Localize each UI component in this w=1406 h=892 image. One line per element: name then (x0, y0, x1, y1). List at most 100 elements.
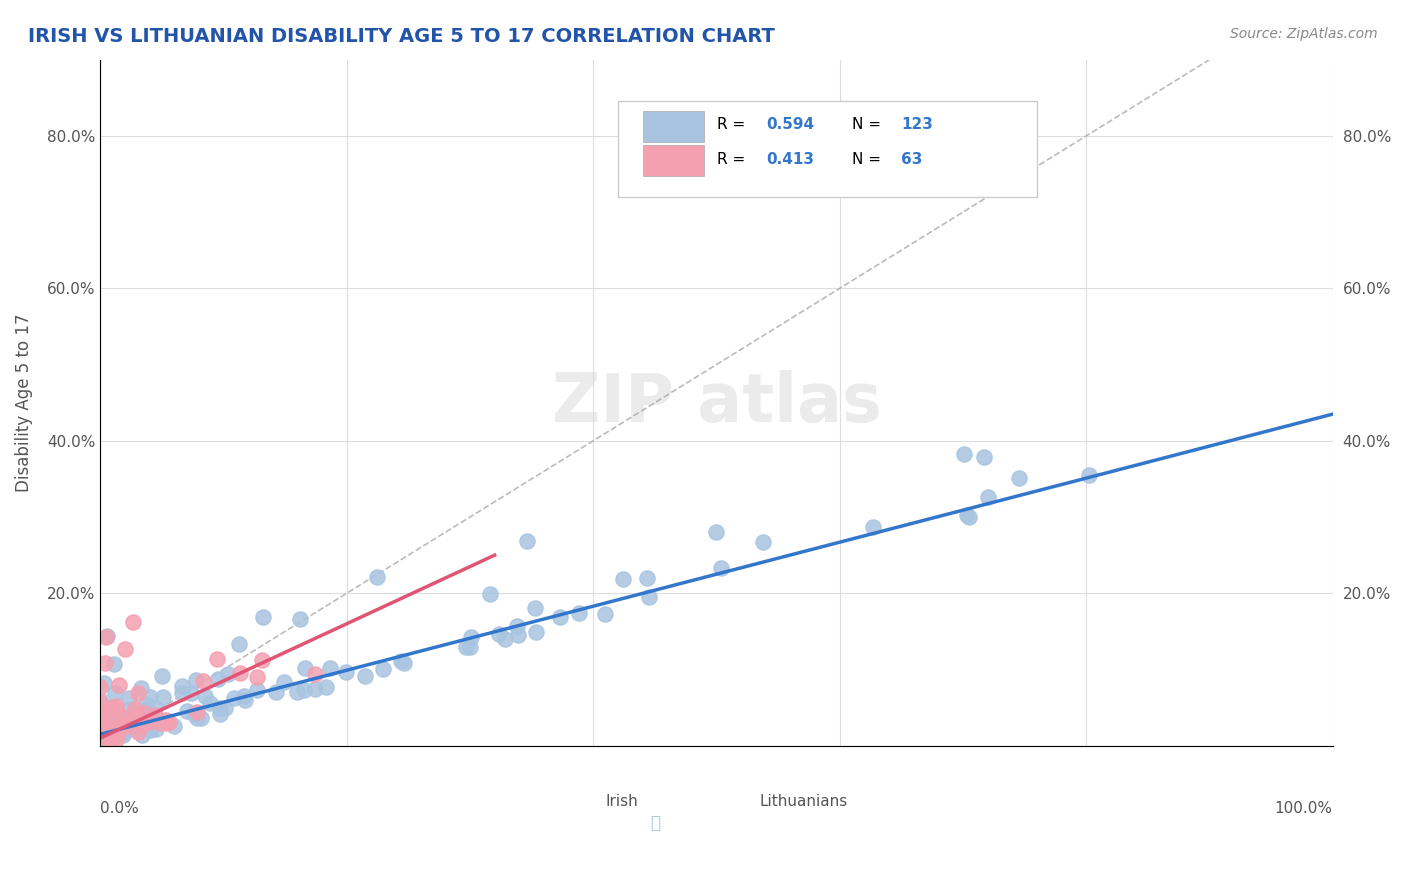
Point (91, 735, 114, 749)
Point (273, 675, 295, 690)
Point (170, 679, 193, 693)
Point (91, 717, 114, 731)
Point (96, 725, 118, 739)
Point (163, 719, 186, 733)
Point (862, 520, 884, 534)
Point (90, 733, 112, 747)
Point (593, 607, 616, 621)
Point (90, 729, 112, 743)
Point (89, 738, 111, 752)
Point (228, 665, 250, 680)
Point (100, 730, 122, 744)
Point (122, 615, 145, 630)
Point (93, 733, 115, 747)
Point (183, 706, 205, 721)
Point (366, 570, 388, 584)
Point (124, 702, 146, 716)
Point (194, 689, 217, 703)
Point (96, 731, 118, 746)
Point (246, 682, 269, 697)
Point (506, 628, 529, 642)
Point (107, 725, 129, 739)
Point (150, 715, 173, 730)
Point (98, 723, 121, 738)
Point (139, 723, 162, 737)
Point (90, 713, 112, 727)
Point (89, 703, 111, 717)
Point (208, 701, 231, 715)
Text: Lithuanians: Lithuanians (759, 795, 848, 809)
Point (89, 728, 111, 742)
Point (94, 630, 117, 644)
Point (335, 665, 357, 679)
Point (138, 690, 160, 705)
Point (250, 653, 273, 667)
FancyBboxPatch shape (643, 145, 704, 177)
Point (104, 723, 127, 737)
Point (93, 736, 115, 750)
Point (103, 730, 125, 744)
Point (315, 680, 337, 694)
Point (752, 534, 775, 549)
Point (105, 732, 128, 747)
Point (264, 685, 287, 699)
Point (973, 450, 995, 464)
Point (977, 490, 1000, 504)
Text: R =: R = (717, 152, 749, 167)
Text: N =: N = (852, 152, 886, 167)
FancyBboxPatch shape (567, 792, 602, 813)
Point (91, 726, 114, 740)
Point (456, 640, 478, 654)
Point (956, 508, 979, 523)
Text: 0.413: 0.413 (766, 152, 814, 167)
Point (96, 706, 118, 720)
Point (637, 590, 659, 604)
Point (98, 732, 121, 747)
Point (191, 674, 214, 689)
Point (89, 695, 111, 709)
Point (104, 685, 127, 699)
Point (636, 570, 658, 584)
Point (246, 670, 269, 684)
Point (354, 669, 377, 683)
Point (288, 612, 311, 626)
Point (94, 714, 117, 728)
Point (120, 702, 142, 716)
Point (97, 707, 120, 722)
Point (90, 725, 112, 739)
Point (294, 661, 316, 675)
Point (373, 662, 395, 676)
Point (93, 731, 115, 746)
Point (460, 640, 482, 655)
Text: Irish: Irish (606, 795, 638, 809)
Point (90, 734, 112, 748)
Point (568, 606, 591, 620)
Point (90, 731, 112, 746)
Point (101, 730, 124, 744)
Text: IRISH VS LITHUANIAN DISABILITY AGE 5 TO 17 CORRELATION CHART: IRISH VS LITHUANIAN DISABILITY AGE 5 TO … (28, 27, 775, 45)
Point (111, 710, 134, 724)
FancyBboxPatch shape (643, 112, 704, 142)
Point (304, 666, 326, 681)
Point (118, 722, 141, 736)
Point (157, 714, 180, 729)
Point (1077, 468, 1099, 483)
Point (233, 693, 256, 707)
Point (184, 673, 207, 688)
FancyBboxPatch shape (617, 101, 1038, 197)
Point (97, 735, 120, 749)
Point (125, 708, 148, 723)
Point (103, 657, 125, 672)
Point (111, 716, 134, 731)
Point (1008, 470, 1031, 484)
Point (186, 711, 208, 725)
Text: 0.0%: 0.0% (100, 801, 139, 815)
Point (127, 724, 149, 739)
Point (134, 710, 156, 724)
Point (145, 722, 167, 736)
Point (89, 731, 111, 745)
Point (100, 719, 122, 733)
Point (205, 652, 228, 666)
Point (108, 724, 131, 739)
Text: 123: 123 (901, 117, 934, 132)
